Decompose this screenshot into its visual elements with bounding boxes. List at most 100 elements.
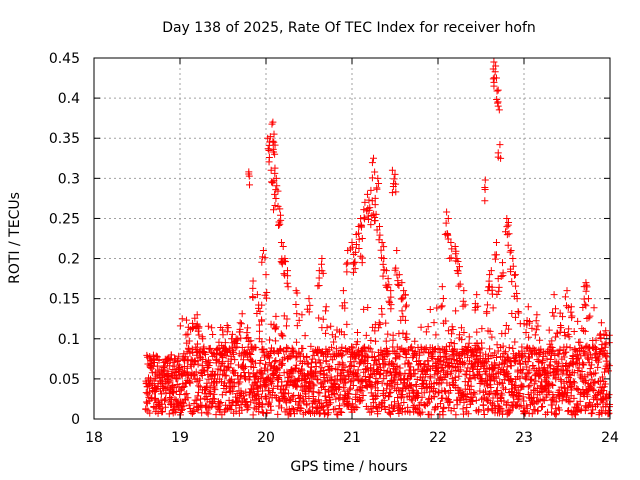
data-point-marker [489, 75, 497, 83]
data-point-marker [481, 176, 489, 184]
data-point-marker [512, 282, 520, 290]
data-point-marker [391, 266, 399, 274]
data-point-marker [269, 137, 277, 145]
data-point-marker [319, 315, 327, 323]
data-point-marker [528, 375, 536, 383]
data-point-marker [262, 382, 270, 390]
data-point-marker [373, 185, 381, 193]
data-point-marker [451, 243, 459, 251]
data-point-marker [534, 397, 542, 405]
data-point-marker [526, 319, 534, 327]
data-point-marker [330, 338, 338, 346]
data-point-marker [577, 352, 585, 360]
data-point-marker [174, 374, 182, 382]
data-point-marker [339, 383, 347, 391]
data-point-marker [203, 408, 211, 416]
data-point-marker [271, 169, 279, 177]
data-point-marker [362, 375, 370, 383]
data-point-marker [315, 356, 323, 364]
data-point-marker [495, 283, 503, 291]
data-point-marker [228, 330, 236, 338]
data-point-marker [589, 385, 597, 393]
data-point-marker [278, 258, 286, 266]
data-point-marker [422, 328, 430, 336]
data-point-marker [314, 388, 322, 396]
data-point-marker [459, 360, 467, 368]
data-point-marker [382, 337, 390, 345]
data-point-marker [165, 410, 173, 418]
data-point-marker [256, 382, 264, 390]
data-point-marker [432, 331, 440, 339]
data-point-marker [567, 371, 575, 379]
data-point-marker [355, 245, 363, 253]
data-point-marker [604, 367, 612, 375]
data-point-marker [364, 212, 372, 220]
data-point-marker [299, 396, 307, 404]
data-point-marker [515, 402, 523, 410]
data-point-marker [583, 283, 591, 291]
data-point-marker [344, 390, 352, 398]
data-point-marker [448, 360, 456, 368]
data-point-marker [516, 374, 524, 382]
data-point-marker [565, 333, 573, 341]
data-point-marker [328, 343, 336, 351]
data-point-marker [185, 337, 193, 345]
y-tick-label: 0.05 [49, 372, 80, 388]
data-point-marker [512, 358, 520, 366]
data-point-marker [587, 410, 595, 418]
data-point-marker [492, 353, 500, 361]
data-point-marker [365, 196, 373, 204]
data-point-marker [213, 345, 221, 353]
data-point-marker [238, 406, 246, 414]
data-point-marker [494, 86, 502, 94]
data-point-marker [376, 231, 384, 239]
data-point-marker [182, 331, 190, 339]
data-point-marker [289, 405, 297, 413]
data-point-marker [229, 350, 237, 358]
data-point-marker [263, 294, 271, 302]
data-point-marker [467, 375, 475, 383]
data-point-marker [315, 267, 323, 275]
data-point-marker [256, 307, 264, 315]
data-point-marker [560, 353, 568, 361]
data-point-marker [489, 304, 497, 312]
data-point-marker [549, 381, 557, 389]
data-point-marker [331, 405, 339, 413]
data-point-marker [594, 388, 602, 396]
data-point-marker [602, 339, 610, 347]
data-point-marker [257, 356, 265, 364]
data-point-marker [206, 344, 214, 352]
data-point-marker [494, 149, 502, 157]
data-point-marker [375, 319, 383, 327]
data-point-marker [398, 279, 406, 287]
data-point-marker [470, 388, 478, 396]
data-point-marker [270, 348, 278, 356]
data-point-marker [492, 239, 500, 247]
data-point-marker [430, 393, 438, 401]
data-point-marker [465, 339, 473, 347]
data-point-marker [553, 367, 561, 375]
data-point-marker [387, 301, 395, 309]
data-point-marker [430, 319, 438, 327]
data-point-marker [446, 398, 454, 406]
data-point-marker [552, 333, 560, 341]
data-point-marker [582, 287, 590, 295]
data-point-marker [504, 369, 512, 377]
data-point-marker [352, 240, 360, 248]
data-point-marker [367, 186, 375, 194]
data-point-marker [473, 340, 481, 348]
data-point-marker [516, 360, 524, 368]
data-point-marker [534, 407, 542, 415]
data-point-marker [555, 350, 563, 358]
data-point-marker [398, 295, 406, 303]
data-point-marker [280, 354, 288, 362]
data-point-marker [359, 392, 367, 400]
data-point-marker [508, 310, 516, 318]
data-point-marker [237, 334, 245, 342]
data-point-marker [552, 398, 560, 406]
data-point-marker [364, 359, 372, 367]
data-point-marker [456, 386, 464, 394]
data-point-marker [268, 120, 276, 128]
data-point-marker [447, 368, 455, 376]
data-point-marker [385, 349, 393, 357]
